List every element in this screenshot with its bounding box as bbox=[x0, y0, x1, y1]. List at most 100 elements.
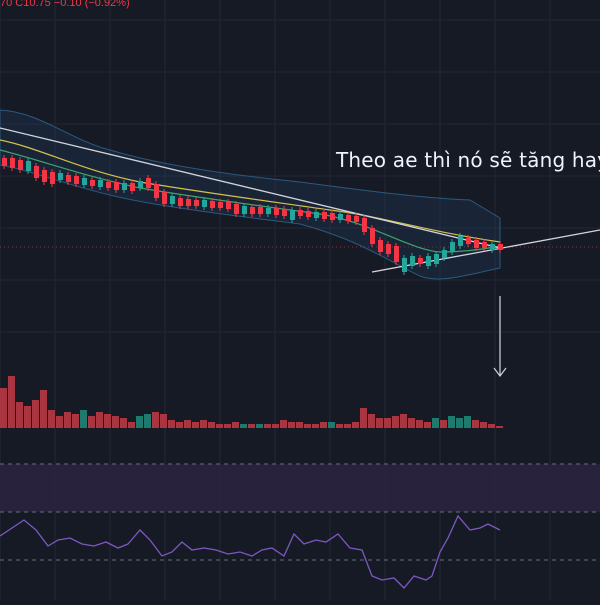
volume-bar-down bbox=[384, 418, 391, 428]
volume-bar-up bbox=[432, 418, 439, 428]
volume-bar-down bbox=[176, 422, 183, 428]
candle-down bbox=[482, 242, 487, 248]
candle-down bbox=[298, 210, 303, 216]
volume-bar-down bbox=[496, 426, 503, 428]
volume-bar-down bbox=[208, 422, 215, 428]
candle-up bbox=[202, 200, 207, 207]
candle-down bbox=[90, 180, 95, 186]
candle-down bbox=[2, 158, 7, 166]
volume-bar-up bbox=[328, 422, 335, 428]
candle-down bbox=[194, 200, 199, 206]
candle-down bbox=[114, 182, 119, 190]
candle-down bbox=[146, 178, 151, 188]
candle-down bbox=[250, 207, 255, 214]
candle-down bbox=[498, 244, 503, 250]
volume-bar-down bbox=[440, 420, 447, 428]
candle-up bbox=[242, 206, 247, 214]
candle-down bbox=[10, 158, 15, 168]
volume-bar-up bbox=[80, 410, 87, 428]
candle-down bbox=[162, 192, 167, 204]
candle-down bbox=[306, 211, 311, 217]
volume-bar-down bbox=[376, 418, 383, 428]
volume-bar-down bbox=[72, 414, 79, 428]
trend-line-down bbox=[0, 127, 501, 249]
volume-bar-down bbox=[56, 416, 63, 428]
candle-down bbox=[74, 176, 79, 184]
volume-bar-down bbox=[224, 424, 231, 428]
volume-bar-down bbox=[232, 422, 239, 428]
volume-bar-down bbox=[248, 424, 255, 428]
volume-bar-down bbox=[264, 424, 271, 428]
candle-up bbox=[314, 212, 319, 218]
volume-bar-down bbox=[128, 422, 135, 428]
volume-bar-down bbox=[312, 424, 319, 428]
volume-bar-down bbox=[280, 420, 287, 428]
volume-bar-down bbox=[24, 406, 31, 428]
volume-bar-down bbox=[112, 416, 119, 428]
candle-up bbox=[58, 173, 63, 180]
volume-bar-down bbox=[32, 400, 39, 428]
moving-average-yellow bbox=[0, 139, 501, 243]
candle-down bbox=[466, 238, 471, 244]
volume-bar-down bbox=[296, 422, 303, 428]
candle-up bbox=[338, 214, 343, 220]
candle-down bbox=[362, 218, 367, 232]
volume-bar-down bbox=[0, 388, 7, 428]
volume-bar-down bbox=[96, 412, 103, 428]
volume-bar-down bbox=[320, 422, 327, 428]
candle-down bbox=[218, 202, 223, 208]
candle-up bbox=[450, 242, 455, 252]
volume-bar-down bbox=[424, 422, 431, 428]
candle-down bbox=[66, 175, 71, 182]
volume-bar-up bbox=[256, 424, 263, 428]
candle-down bbox=[130, 183, 135, 191]
candle-up bbox=[458, 236, 463, 246]
candle-up bbox=[490, 244, 495, 250]
candle-down bbox=[154, 184, 159, 198]
volume-bar-down bbox=[88, 416, 95, 428]
candle-up bbox=[290, 210, 295, 220]
candle-down bbox=[282, 209, 287, 216]
volume-bar-down bbox=[104, 414, 111, 428]
candle-up bbox=[138, 181, 143, 188]
candle-down bbox=[474, 240, 479, 248]
volume-bar-down bbox=[216, 424, 223, 428]
volume-bar-down bbox=[416, 420, 423, 428]
candle-up bbox=[170, 196, 175, 204]
volume-bar-down bbox=[400, 414, 407, 428]
candle-up bbox=[442, 250, 447, 258]
volume-bar-down bbox=[160, 414, 167, 428]
candle-up bbox=[426, 256, 431, 266]
candle-up bbox=[434, 254, 439, 264]
candle-down bbox=[386, 244, 391, 254]
candle-down bbox=[226, 202, 231, 209]
rsi-overbought-band bbox=[0, 464, 600, 512]
candle-down bbox=[418, 258, 423, 264]
candle-down bbox=[34, 166, 39, 178]
candle-up bbox=[410, 256, 415, 266]
candle-down bbox=[186, 199, 191, 206]
volume-bar-down bbox=[480, 422, 487, 428]
volume-bar-down bbox=[64, 412, 71, 428]
volume-bar-up bbox=[456, 418, 463, 428]
volume-bar-down bbox=[200, 420, 207, 428]
volume-bar-down bbox=[368, 414, 375, 428]
annotation-text[interactable]: Theo ae thì nó sẽ tăng hay bbox=[336, 148, 600, 172]
volume-bar-down bbox=[408, 418, 415, 428]
volume-bar-down bbox=[344, 424, 351, 428]
volume-bar-down bbox=[392, 416, 399, 428]
volume-bar-up bbox=[240, 424, 247, 428]
volume-bar-down bbox=[488, 424, 495, 428]
volume-bar-down bbox=[472, 420, 479, 428]
volume-bar-down bbox=[48, 410, 55, 428]
candle-down bbox=[346, 215, 351, 221]
volume-bar-down bbox=[168, 420, 175, 428]
candle-down bbox=[378, 240, 383, 252]
volume-bar-down bbox=[16, 402, 23, 428]
candle-up bbox=[266, 208, 271, 214]
candle-down bbox=[322, 212, 327, 219]
candle-down bbox=[258, 207, 263, 214]
volume-bar-down bbox=[352, 422, 359, 428]
